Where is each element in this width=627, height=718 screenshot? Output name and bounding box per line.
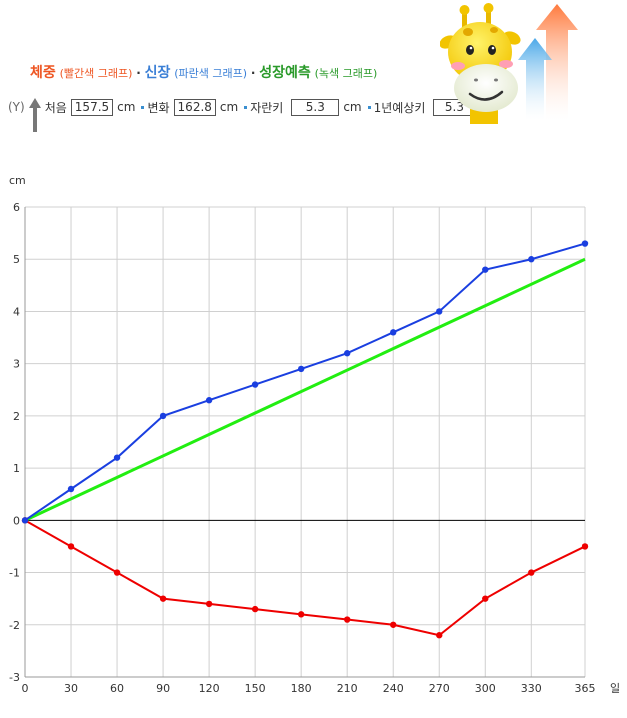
x-tick-label: 90 [156, 682, 170, 695]
x-tick-label: 120 [199, 682, 220, 695]
x-tick-label: 330 [521, 682, 542, 695]
x-axis-label: 일 [610, 681, 620, 695]
x-tick-label: 270 [429, 682, 450, 695]
chart-ticks: 0 30 60 90 120 150 180 210 240 270 300 330 365-3-2-1… [9, 201, 595, 695]
x-tick-label: 0 [22, 682, 29, 695]
unit-label: cm [343, 100, 362, 114]
chart-grid [24, 206, 586, 678]
weight-data-point [390, 621, 397, 628]
weight-data-point [159, 595, 167, 602]
weight-data-point [436, 632, 443, 639]
weight-data-point [343, 616, 351, 623]
x-tick-label: 60 [110, 682, 124, 695]
weight-data-point [581, 543, 589, 550]
x-tick-label: 180 [291, 682, 312, 695]
height-data-point [159, 412, 167, 420]
bullet-icon [367, 105, 371, 109]
unit-label: cm [117, 100, 136, 114]
legend-separator: · [250, 66, 256, 80]
weight-data-point [67, 543, 75, 550]
legend-growth-label: 성장예측 [259, 65, 311, 81]
initial-value-box: 157.5 [70, 98, 114, 116]
legend-separator: · [136, 66, 141, 80]
weight-data-point [251, 605, 259, 613]
y-tick-label: -3 [9, 671, 20, 684]
legend-height-label: 신장 [144, 65, 171, 81]
x-tick-label: 240 [383, 682, 404, 695]
change-value-box: 162.8 [173, 98, 216, 116]
grown-label: 자란키 [250, 100, 284, 115]
growth-series-line [24, 257, 586, 522]
weight-data-point [113, 569, 121, 576]
height-data-point [343, 350, 351, 357]
height-data-point [113, 454, 121, 461]
y-tick-label: -2 [9, 619, 20, 632]
unit-label: cm [219, 100, 239, 114]
y-tick-label: 3 [13, 358, 20, 371]
x-tick-label: 210 [337, 682, 358, 695]
bullet-icon [141, 105, 145, 109]
chart-series [21, 240, 589, 639]
y-axis-label: cm [9, 174, 26, 187]
weight-data-point [205, 600, 213, 608]
y-tick-label: 0 [13, 514, 20, 527]
y-tick-label: 6 [13, 201, 20, 214]
legend-growth-note: (녹색 그래프) [314, 67, 378, 80]
chart-legend: 체중 (빨간색 그래프) · 신장 (파란색 그래프) · 성장예측 (녹색 그… [30, 62, 377, 82]
height-data-point [390, 329, 397, 336]
y-marker: (Y) [8, 100, 25, 114]
height-data-point [297, 365, 305, 373]
weight-data-point [528, 569, 535, 576]
x-tick-label: 150 [245, 682, 266, 695]
height-series-line [24, 242, 586, 522]
weight-series-line [24, 519, 586, 637]
giraffe-mascot-icon [440, 3, 578, 124]
y-tick-label: 5 [13, 253, 20, 266]
weight-data-point [297, 611, 305, 618]
height-data-point [482, 266, 489, 273]
height-data-point [251, 381, 259, 388]
legend-weight-label: 체중 [30, 65, 56, 81]
up-arrow-icon [28, 98, 41, 132]
y-tick-label: 4 [13, 305, 20, 318]
weight-data-point [482, 595, 489, 602]
initial-label: 처음 [44, 100, 67, 115]
height-data-point [205, 397, 213, 404]
bullet-icon [244, 105, 248, 109]
legend-weight-note: (빨간색 그래프) [59, 67, 133, 80]
height-data-point [581, 240, 589, 247]
height-data-point [67, 485, 75, 493]
y-tick-label: -1 [9, 567, 20, 580]
height-data-point [528, 256, 535, 263]
height-data-point [436, 308, 443, 315]
predict-label: 1년예상키 [373, 100, 426, 115]
grown-value-box: 5.3 [291, 98, 340, 116]
x-tick-label: 300 [475, 682, 496, 695]
x-tick-label: 365 [575, 682, 596, 695]
y-tick-label: 1 [13, 462, 20, 475]
change-label: 변화 [147, 100, 170, 115]
height-data-point [21, 517, 29, 524]
legend-height-note: (파란색 그래프) [174, 67, 248, 80]
y-tick-label: 2 [13, 410, 20, 423]
x-tick-label: 30 [64, 682, 78, 695]
